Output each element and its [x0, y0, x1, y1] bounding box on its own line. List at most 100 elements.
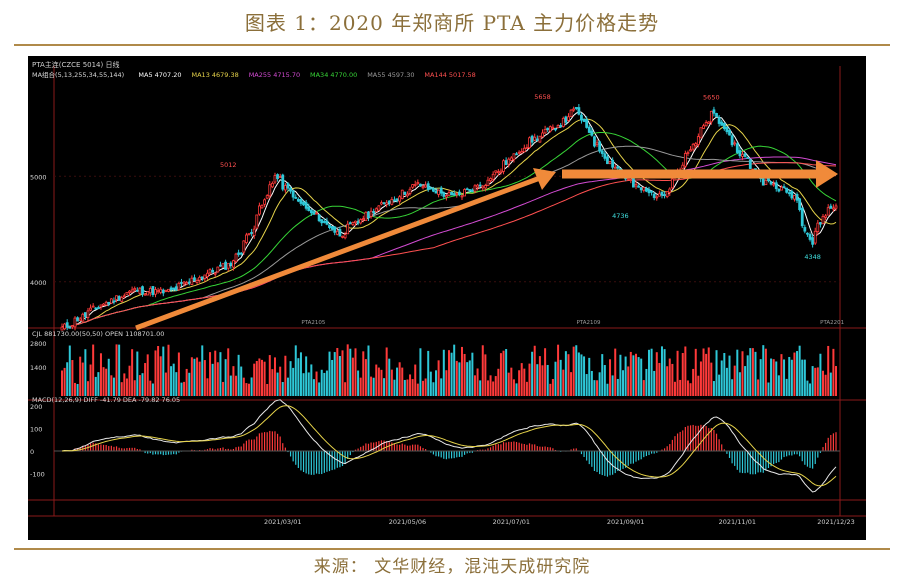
- candle-body: [94, 307, 98, 310]
- candle-body: [826, 207, 830, 216]
- volume-bar: [453, 344, 456, 396]
- volume-bar: [354, 348, 357, 396]
- candle-body: [330, 226, 334, 230]
- volume-bar: [577, 352, 580, 396]
- volume-bar: [684, 346, 687, 396]
- volume-bar: [585, 374, 588, 396]
- candle-body: [699, 127, 703, 139]
- candle-body: [593, 136, 596, 147]
- candle-body: [411, 184, 415, 188]
- volume-bar: [533, 345, 536, 396]
- volume-bar: [507, 372, 510, 396]
- candle-body: [416, 182, 420, 185]
- arrow-layer: [135, 160, 838, 331]
- volume-bar: [448, 350, 450, 396]
- volume-bar: [445, 370, 448, 396]
- volume-bar: [751, 348, 754, 396]
- volume-bar: [497, 368, 500, 396]
- volume-bar: [686, 380, 689, 396]
- volume-bar: [702, 348, 705, 396]
- volume-bar: [281, 382, 284, 396]
- volume-bar: [112, 377, 115, 396]
- candle-body: [229, 262, 233, 266]
- volume-bar: [138, 375, 141, 396]
- macd-axis-tick: 0: [30, 448, 34, 456]
- volume-bar: [411, 379, 414, 396]
- candle-body: [221, 263, 225, 268]
- volume-bar: [564, 351, 567, 396]
- candle-body: [468, 189, 472, 192]
- candle-body: [813, 230, 817, 244]
- volume-bar: [422, 380, 425, 396]
- candle-body: [767, 178, 770, 182]
- candle-body: [481, 185, 485, 189]
- volume-bar: [673, 381, 676, 396]
- candle-body: [517, 151, 521, 154]
- volume-bar: [655, 352, 658, 396]
- candle-body: [686, 152, 690, 155]
- volume-bar: [525, 381, 528, 396]
- candle-body: [598, 141, 602, 152]
- candle-body: [133, 288, 137, 291]
- volume-bar: [406, 379, 409, 396]
- volume-bar: [325, 370, 328, 396]
- volume-bar: [255, 360, 258, 396]
- volume-bar: [510, 367, 513, 396]
- volume-bar: [97, 372, 100, 396]
- candle-body: [390, 198, 394, 205]
- volume-bar: [562, 369, 565, 396]
- label-layer: PTA主连(CZCE 5014) 日线MA组合(5,13,255,34,55,1…: [30, 60, 855, 526]
- volume-bar: [107, 358, 110, 396]
- volume-bar: [248, 383, 251, 396]
- volume-bar: [279, 366, 282, 396]
- volume-bar: [362, 351, 365, 396]
- ma-legend-item: MA255 4715.70: [249, 71, 300, 79]
- volume-bar: [803, 359, 806, 396]
- volume-bar: [105, 368, 108, 396]
- volume-bar: [84, 349, 87, 396]
- range-arrow-head: [816, 160, 838, 188]
- candle-body: [429, 187, 433, 190]
- candle-body: [600, 150, 604, 154]
- candle-body: [211, 269, 215, 273]
- candle-body: [291, 190, 295, 198]
- candle-body: [520, 151, 524, 154]
- volume-bar: [115, 344, 118, 396]
- candle-body: [652, 193, 656, 198]
- candle-body: [250, 231, 254, 234]
- volume-bar: [419, 348, 422, 396]
- candle-body: [790, 190, 794, 199]
- volume-bar: [762, 345, 765, 396]
- candle-body: [322, 221, 326, 223]
- volume-bar: [660, 346, 663, 396]
- candle-body: [712, 109, 716, 114]
- volume-bar: [211, 363, 214, 396]
- volume-bar: [572, 346, 575, 396]
- candle-body: [81, 313, 85, 322]
- volume-bar: [699, 361, 702, 396]
- candle-body: [255, 214, 259, 229]
- candle-body: [665, 191, 669, 197]
- ma-legend-item: MA13 4679.38: [192, 71, 239, 79]
- volume-bar: [435, 370, 438, 396]
- candle-body: [689, 149, 692, 152]
- volume-bar: [61, 370, 63, 396]
- volume-bar: [258, 358, 261, 396]
- candle-body: [572, 108, 576, 111]
- candle-body: [720, 121, 724, 126]
- candle-body: [263, 199, 266, 205]
- volume-bar: [614, 348, 617, 396]
- candle-body: [195, 280, 199, 283]
- candle-body: [96, 307, 100, 310]
- date-axis-tick: 2021/11/01: [719, 518, 756, 526]
- figure-title: 图表 1：2020 年郑商所 PTA 主力价格走势: [244, 11, 660, 35]
- volume-bar: [759, 359, 762, 396]
- volume-bar: [549, 383, 552, 396]
- candle-body: [777, 188, 781, 192]
- candle-body: [372, 210, 376, 214]
- volume-bar: [811, 366, 814, 396]
- contract-label: PTA2109: [576, 320, 601, 326]
- candle-body: [174, 286, 178, 291]
- volume-bar: [757, 379, 760, 396]
- candle-body: [452, 193, 456, 196]
